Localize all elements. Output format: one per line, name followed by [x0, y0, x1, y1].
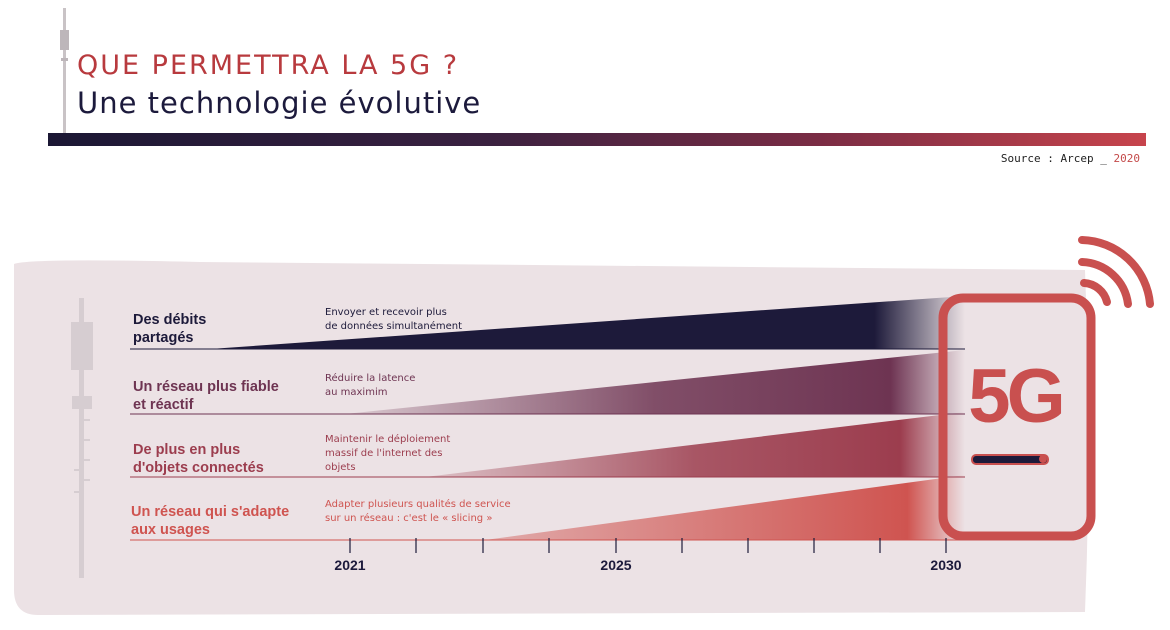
- header-gradient-band: [48, 133, 1146, 146]
- row-desc-line: Réduire la latence: [325, 373, 416, 384]
- row-desc-line: massif de l'internet des: [325, 448, 443, 459]
- source-prefix: Source : Arcep _: [1000, 152, 1107, 165]
- row-label-line: Un réseau qui s'adapte: [131, 504, 290, 520]
- page-title: QUE PERMETTRA LA 5G ?: [77, 50, 460, 81]
- row-desc-fiabilite: Réduire la latence au maximim: [325, 372, 525, 400]
- year-label-2025: 2025: [600, 557, 632, 573]
- row-label-line: De plus en plus: [133, 442, 241, 458]
- row-label-debits: Des débits partagés: [133, 311, 323, 347]
- row-desc-line: au maximim: [325, 387, 388, 398]
- row-label-line: d'objets connectés: [133, 460, 264, 476]
- row-desc-debits: Envoyer et recevoir plus de données simu…: [325, 306, 525, 334]
- row-desc-line: de données simultanément: [325, 321, 463, 332]
- row-label-fiabilite: Un réseau plus fiable et réactif: [133, 378, 323, 414]
- row-desc-objets: Maintenir le déploiement massif de l'int…: [325, 433, 525, 475]
- row-desc-line: Envoyer et recevoir plus: [325, 307, 447, 318]
- phone-5g-label: 5G: [968, 354, 1065, 439]
- smartphone-icon: [938, 293, 1096, 541]
- row-label-line: Un réseau plus fiable: [133, 379, 279, 395]
- row-label-line: partagés: [133, 330, 194, 346]
- antenna-tower-icon: [71, 298, 93, 578]
- signal-waves-icon: [1078, 236, 1154, 308]
- wedge-objets: [425, 412, 965, 477]
- source-year: 2020: [1113, 152, 1141, 165]
- antenna-icon-header: [60, 8, 69, 133]
- year-label-2021: 2021: [334, 557, 366, 573]
- row-desc-line: Adapter plusieurs qualités de service: [325, 499, 511, 510]
- wedge-debits: [210, 296, 965, 349]
- timeline-axis: [349, 538, 947, 553]
- row-label-objets: De plus en plus d'objets connectés: [133, 441, 323, 477]
- year-label-2030: 2030: [930, 557, 962, 573]
- row-desc-line: Maintenir le déploiement: [325, 434, 451, 445]
- row-label-usages: Un réseau qui s'adapte aux usages: [131, 503, 321, 539]
- row-label-line: aux usages: [131, 522, 210, 538]
- wedge-fiabilite: [345, 350, 965, 414]
- row-desc-usages: Adapter plusieurs qualités de service su…: [325, 498, 545, 526]
- row-label-line: et réactif: [133, 397, 194, 413]
- source-credit: Source : Arcep _ 2020: [1001, 152, 1140, 165]
- row-desc-line: objets: [325, 462, 356, 473]
- wedge-usages: [485, 475, 965, 540]
- row-desc-line: sur un réseau : c'est le « slicing »: [325, 513, 493, 524]
- row-label-line: Des débits: [133, 312, 207, 328]
- page-subtitle: Une technologie évolutive: [77, 86, 482, 120]
